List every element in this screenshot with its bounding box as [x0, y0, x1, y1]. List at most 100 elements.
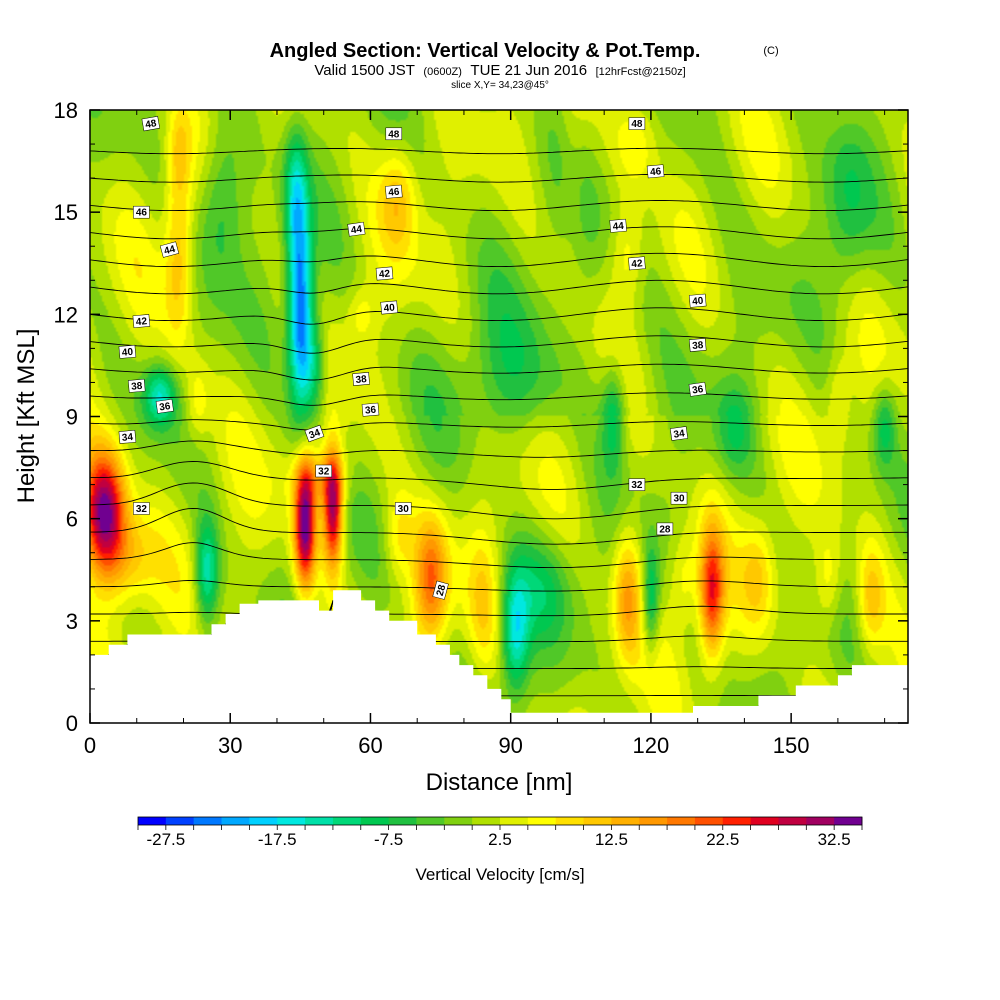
colorbar-swatch — [249, 817, 278, 825]
theta-label-40: 40 — [380, 300, 398, 315]
theta-label-48: 48 — [628, 117, 646, 130]
theta-label-36: 36 — [361, 402, 380, 417]
theta-contour-46 — [90, 226, 908, 240]
theta-contour-44 — [90, 279, 908, 295]
chart-valid-line: Valid 1500 JST (0600Z) TUE 21 Jun 2016 [… — [314, 62, 685, 79]
valid-zulu: (0600Z) — [423, 66, 462, 78]
theta-label-34: 34 — [118, 429, 137, 444]
theta-label-48: 48 — [385, 127, 403, 140]
theta-label-box — [375, 266, 394, 281]
theta-label-box — [646, 164, 665, 179]
colorbar-swatch — [138, 817, 167, 825]
colorbar-swatch — [639, 817, 668, 825]
theta-label-text: 30 — [673, 494, 685, 505]
theta-contour-45 — [90, 252, 908, 268]
y-tick-label: 6 — [66, 507, 78, 532]
theta-label-text: 28 — [659, 524, 671, 535]
theta-label-text: 36 — [365, 405, 377, 417]
theta-label-text: 34 — [121, 432, 133, 444]
theta-label-text: 28 — [435, 583, 449, 597]
colorbar-swatch — [667, 817, 696, 825]
y-tick-label: 9 — [66, 405, 78, 430]
theta-label-text: 42 — [379, 268, 391, 280]
colorbar-swatch — [165, 817, 195, 825]
theta-label-42: 42 — [132, 314, 151, 328]
theta-label-28: 28 — [432, 580, 449, 600]
colorbar-swatch — [472, 817, 501, 825]
theta-label-34: 34 — [304, 424, 325, 443]
theta-contour-39 — [90, 419, 908, 431]
y-tick-label: 0 — [66, 711, 78, 736]
theta-label-36: 36 — [155, 398, 174, 414]
x-axis-title: Distance [nm] — [426, 769, 573, 796]
theta-label-text: 48 — [145, 118, 158, 131]
theta-contour-32 — [90, 599, 908, 617]
theta-contour-42 — [90, 335, 908, 354]
theta-contour-36 — [90, 482, 908, 520]
theta-label-text: 46 — [136, 208, 148, 219]
theta-label-box — [688, 293, 707, 308]
colorbar-swatch — [694, 817, 724, 825]
theta-label-44: 44 — [609, 218, 627, 233]
colorbar-title: Vertical Velocity [cm/s] — [415, 865, 584, 884]
y-tick-label: 18 — [54, 98, 78, 123]
colorbar-swatch — [527, 817, 557, 825]
colorbar-swatch — [416, 817, 445, 825]
colorbar-swatch — [722, 817, 752, 825]
theta-label-36: 36 — [688, 381, 707, 397]
theta-contour-35 — [90, 507, 908, 545]
theta-label-text: 36 — [159, 401, 172, 414]
theta-label-38: 38 — [688, 338, 707, 352]
theta-label-box — [352, 372, 370, 386]
theta-label-46: 46 — [385, 184, 403, 199]
theta-label-box — [432, 580, 449, 600]
theta-contour-47 — [90, 200, 908, 212]
theta-label-42: 42 — [628, 256, 646, 270]
theta-label-box — [628, 117, 646, 130]
theta-label-box — [118, 429, 137, 444]
chart-title: Angled Section: Vertical Velocity & Pot.… — [270, 40, 701, 62]
theta-label-box — [155, 398, 174, 414]
theta-label-text: 30 — [398, 504, 410, 515]
theta-label-box — [688, 381, 707, 397]
theta-label-40: 40 — [688, 293, 707, 308]
colorbar-swatch — [277, 817, 306, 825]
theta-label-text: 42 — [135, 316, 147, 328]
valid-prefix: Valid 1500 JST — [314, 62, 415, 79]
colorbar-swatch — [778, 817, 807, 825]
theta-label-40: 40 — [118, 344, 137, 359]
colorbar-swatch — [500, 817, 529, 825]
theta-contour-41 — [90, 363, 908, 381]
theta-contour-37 — [90, 461, 908, 490]
colorbar-swatch — [221, 817, 250, 825]
theta-label-box — [127, 378, 146, 393]
theta-label-box — [380, 300, 398, 315]
theta-label-34: 34 — [669, 426, 689, 441]
theta-label-text: 40 — [383, 302, 395, 314]
theta-label-text: 40 — [121, 347, 133, 359]
theta-label-box — [670, 491, 688, 505]
theta-label-box — [385, 184, 403, 199]
theta-label-38: 38 — [127, 378, 146, 393]
colorbar-tick-label: 22.5 — [706, 830, 739, 849]
theta-label-box — [628, 478, 646, 491]
theta-label-text: 42 — [631, 258, 643, 270]
colorbar-swatch — [388, 817, 417, 825]
theta-label-text: 46 — [388, 187, 400, 199]
x-tick-label: 90 — [498, 733, 522, 758]
theta-label-48: 48 — [141, 116, 161, 132]
slice-info: slice X,Y= 34,23@45° — [451, 80, 549, 91]
colorbar-tick-label: -7.5 — [374, 830, 403, 849]
colorbar-swatch — [583, 817, 612, 825]
theta-label-box — [118, 344, 137, 359]
colorbar-tick-label: -17.5 — [258, 830, 297, 849]
y-axis-title: Height [Kft MSL] — [13, 329, 40, 504]
colorbar-swatch — [834, 817, 863, 825]
colorbar-swatch — [806, 817, 835, 825]
potential-temperature-labels: 32 34 36 38 40 42 44 46 48 34 32 30 28 38 36 40 42 44 46 48… — [118, 116, 707, 600]
theta-label-28: 28 — [656, 522, 674, 535]
colorbar-tick-label: 2.5 — [488, 830, 512, 849]
theta-label-text: 46 — [650, 166, 662, 178]
